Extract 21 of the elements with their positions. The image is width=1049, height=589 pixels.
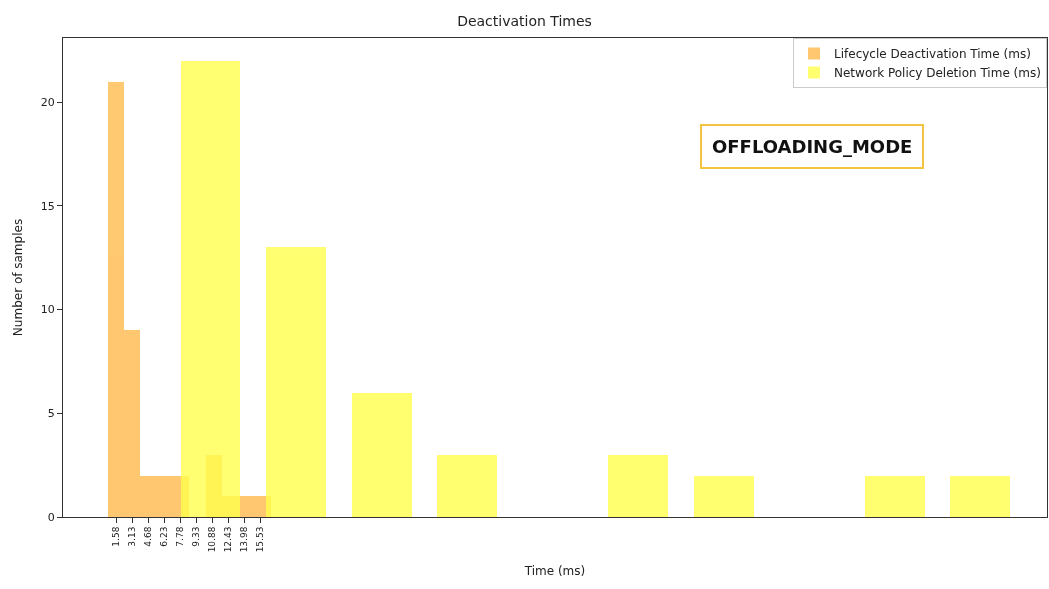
x-tick-label: 13.98 bbox=[239, 526, 250, 553]
chart-title: Deactivation Times bbox=[457, 12, 592, 29]
y-tick-label: 20 bbox=[40, 96, 55, 110]
x-tick-label: 1.58 bbox=[111, 526, 122, 547]
x-tick-label: 12.43 bbox=[223, 526, 234, 553]
x-tick-label: 7.78 bbox=[175, 526, 186, 547]
y-tick-label: 0 bbox=[47, 510, 55, 524]
x-tick-label: 4.68 bbox=[143, 526, 154, 547]
y-tick-label: 5 bbox=[47, 407, 55, 421]
legend-label: Lifecycle Deactivation Time (ms) bbox=[834, 47, 1031, 62]
x-tick-label: 3.13 bbox=[127, 526, 138, 547]
annotation: OFFLOADING_MODE bbox=[712, 136, 913, 157]
x-tick-label: 15.53 bbox=[255, 526, 266, 553]
x-axis-title: Time (ms) bbox=[523, 564, 586, 579]
y-axis-title: Number of samples bbox=[11, 218, 26, 337]
x-tick-label: 9.33 bbox=[191, 526, 202, 547]
x-tick-label: 6.23 bbox=[159, 526, 170, 547]
legend-label: Network Policy Deletion Time (ms) bbox=[834, 66, 1041, 81]
y-tick-label: 10 bbox=[40, 303, 55, 317]
x-tick-label: 10.88 bbox=[207, 526, 218, 553]
y-tick-label: 15 bbox=[40, 199, 55, 213]
